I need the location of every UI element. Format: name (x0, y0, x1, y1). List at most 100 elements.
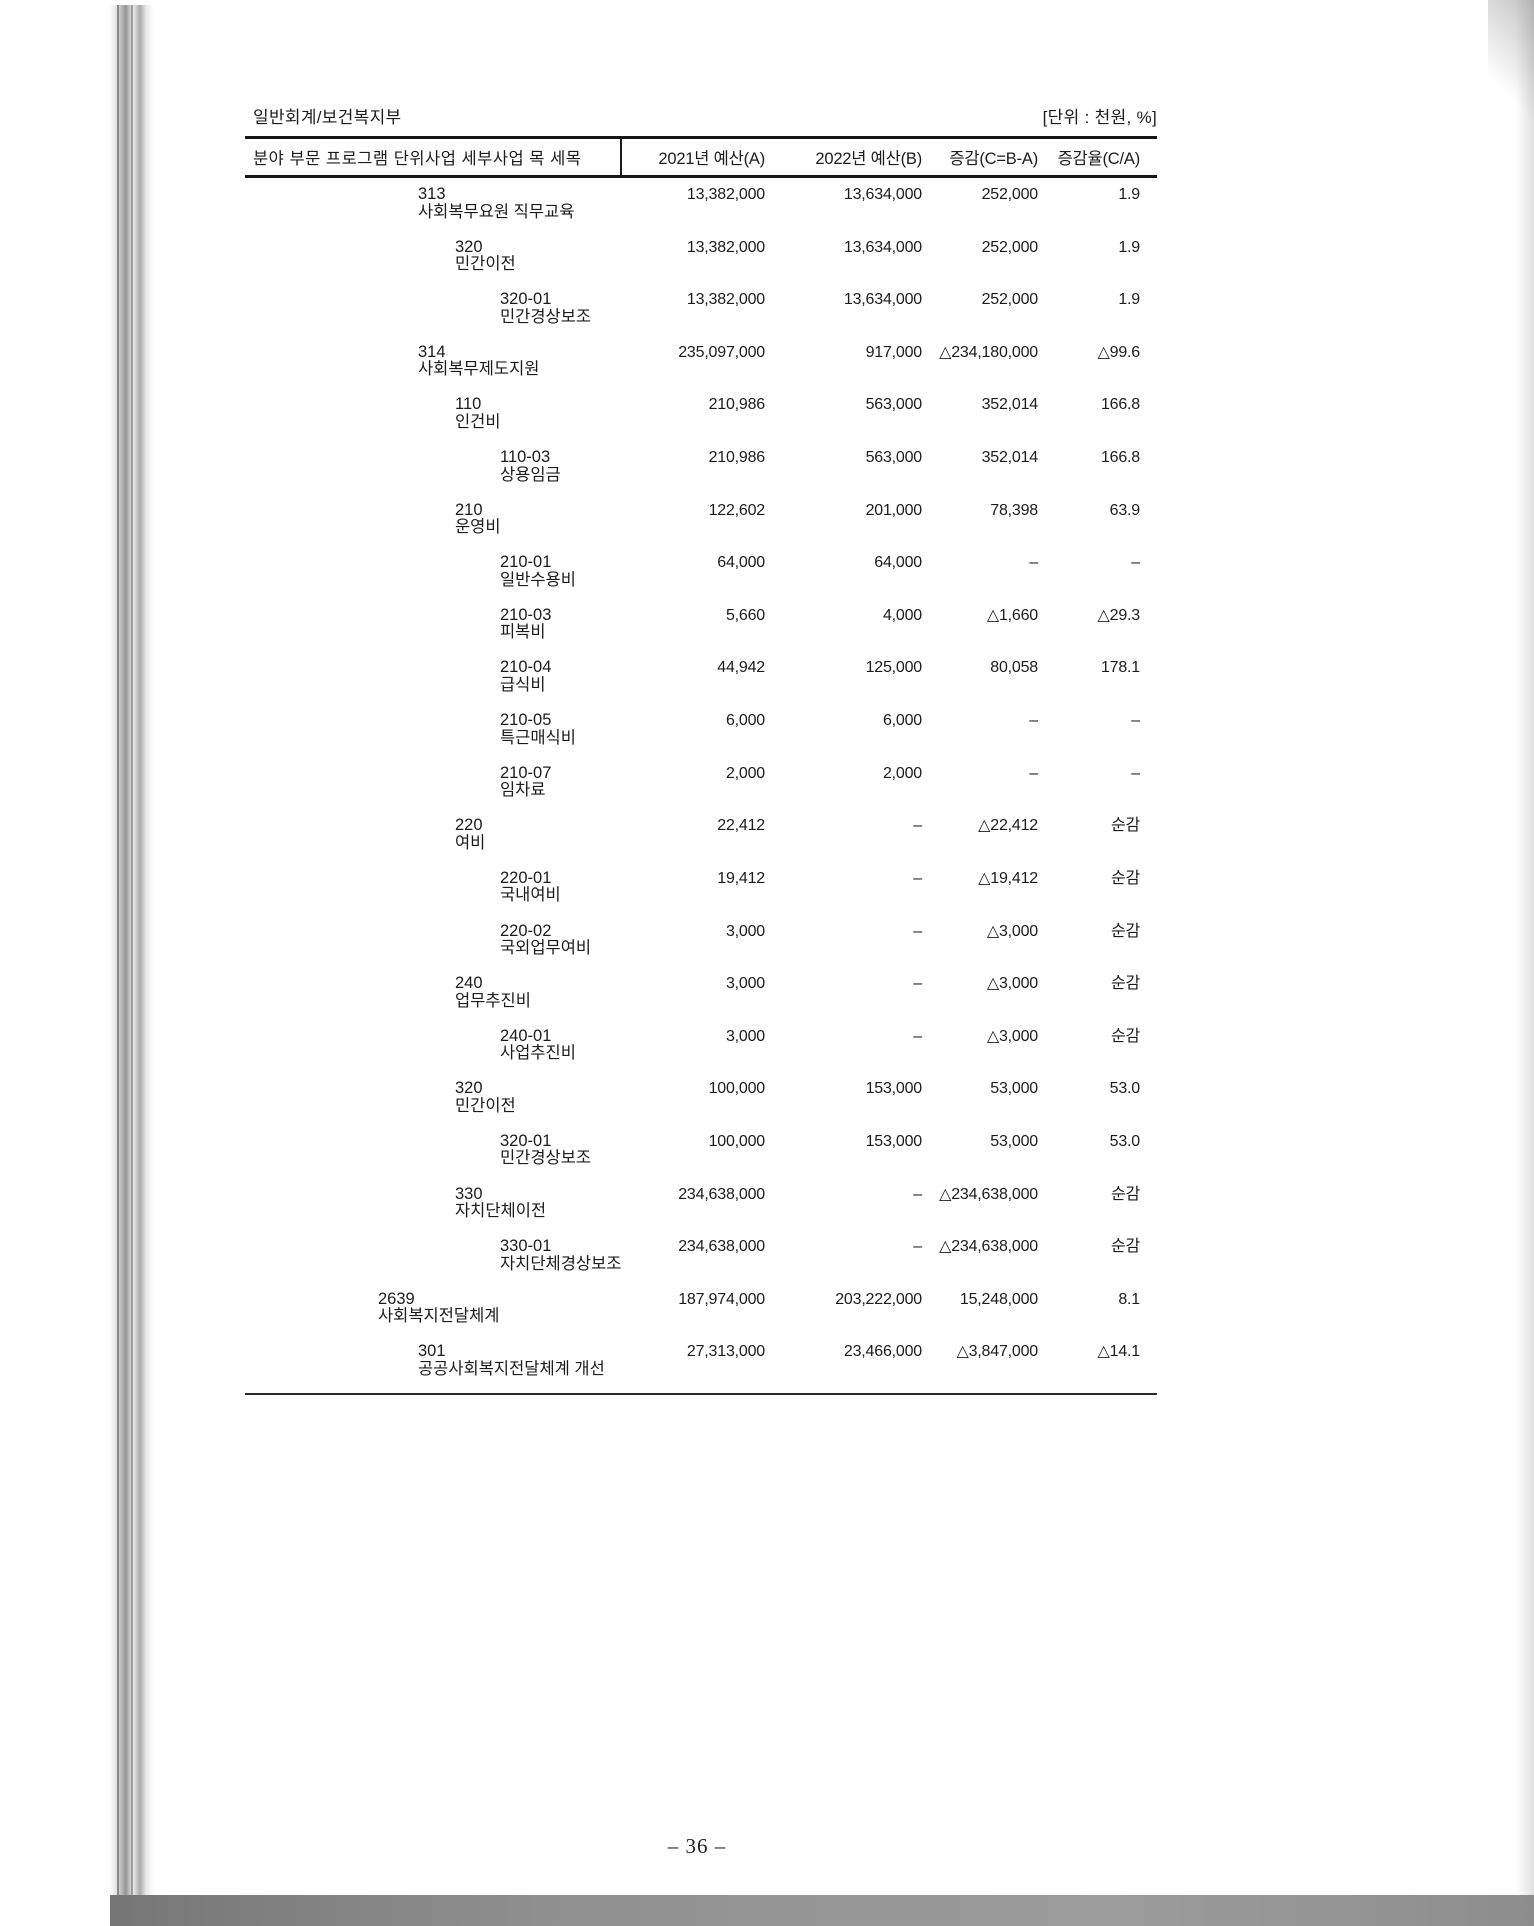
budget-2021-cell: 100,000 (708, 1080, 766, 1098)
change-column-header: 증감(C=B-A) (949, 150, 1038, 168)
budget-2022-cell: 203,222,000 (835, 1290, 922, 1308)
item-cell: 240 업무추진비 (245, 975, 620, 1010)
item-column-header: 분야 부문 프로그램 단위사업 세부사업 목 세목 (253, 150, 582, 168)
budget-2021-cell: 6,000 (725, 712, 765, 730)
item-code: 220 (455, 816, 483, 835)
item-code: 2639 (378, 1289, 415, 1308)
budget-2022-cell: 125,000 (865, 659, 923, 677)
item-code: 320-01 (500, 1131, 552, 1150)
table-row: 210-07 임차료 2,000 2,000 – – (245, 763, 1157, 818)
budget-2022-cell: 2,000 (882, 764, 922, 782)
budget-2021-cell: 3,000 (725, 975, 765, 993)
change-rate-cell: 1.9 (1118, 291, 1140, 309)
change-rate-column-header: 증감율(C/A) (1057, 150, 1141, 168)
table-row: 110 인건비 210,986 563,000 352,014 166.8 (245, 396, 1157, 449)
table-row: 220 여비 22,412 – △22,412 순감 (245, 817, 1157, 870)
item-code: 110 (455, 395, 482, 414)
change-rate-cell: 순감 (1110, 1238, 1140, 1256)
change-rate-cell: 순감 (1110, 922, 1140, 940)
budget-2021-cell: 44,942 (717, 659, 765, 677)
item-name: 민간이전 (455, 255, 516, 274)
item-code: 313 (418, 185, 446, 203)
item-name: 여비 (455, 833, 486, 852)
table-row: 220-02 국외업무여비 3,000 – △3,000 순감 (245, 922, 1157, 976)
budget-2021-cell: 27,313,000 (686, 1343, 765, 1361)
table-row: 2639 사회복지전달체계 187,974,000 203,222,000 15,248… (245, 1289, 1157, 1344)
change-cell: △3,000 (986, 1027, 1038, 1045)
budget-2021-cell: 13,382,000 (686, 291, 765, 309)
budget-2021-cell: 19,412 (717, 869, 765, 887)
table-row: 240 업무추진비 3,000 – △3,000 순감 (245, 975, 1157, 1028)
table-row: 110-03 상용임금 210,986 563,000 352,014 166.8 (245, 449, 1157, 502)
budget-2021-cell: 210,986 (708, 449, 766, 467)
item-name: 민간이전 (455, 1096, 516, 1115)
item-code: 210 (455, 500, 483, 519)
budget-2021-cell: 13,382,000 (686, 238, 765, 256)
item-code: 301 (418, 1342, 446, 1361)
unit-label: [단위 : 천원, %] (1042, 108, 1157, 127)
change-rate-cell: 순감 (1110, 817, 1140, 835)
table-row: 220-01 국내여비 19,412 – △19,412 순감 (245, 868, 1157, 923)
item-name: 국내여비 (500, 886, 561, 905)
item-name: 특근매식비 (500, 728, 576, 747)
change-rate-cell: – (1131, 554, 1140, 572)
budget-2022-cell: – (913, 1185, 922, 1203)
change-cell: 252,000 (981, 291, 1039, 309)
item-code: 320 (455, 237, 483, 256)
item-cell: 330 자치단체이전 (245, 1185, 620, 1221)
change-rate-cell: 178.1 (1100, 659, 1140, 677)
change-rate-cell: △99.6 (1097, 343, 1141, 361)
budget-2021-cell: 234,638,000 (678, 1238, 765, 1256)
budget-2022-cell: 13,634,000 (843, 186, 922, 203)
table-bottom-rule (245, 1393, 1157, 1395)
change-rate-cell: 순감 (1110, 1185, 1140, 1203)
change-rate-cell: 1.9 (1118, 238, 1140, 256)
budget-2022-cell: – (913, 869, 922, 887)
scan-corner-shade (1488, 0, 1534, 150)
table-row: 301 공공사회복지전달체계 개선 27,313,000 23,466,000 △3,8… (245, 1343, 1157, 1396)
budget-2022-cell: 4,000 (882, 606, 922, 624)
header-divider-line (620, 139, 622, 175)
table-row: 210-01 일반수용비 64,000 64,000 – – (245, 554, 1157, 607)
item-cell: 320-01 민간경상보조 (245, 1131, 620, 1168)
item-name: 일반수용비 (500, 570, 576, 589)
item-code: 210-07 (500, 763, 552, 782)
change-cell: – (1029, 764, 1038, 782)
change-cell: △3,000 (986, 975, 1038, 993)
item-name: 임차료 (500, 781, 546, 800)
item-name: 민간경상보조 (500, 307, 592, 326)
change-rate-cell: – (1131, 764, 1140, 782)
item-code: 320-01 (500, 290, 552, 309)
item-cell: 2639 사회복지전달체계 (245, 1289, 620, 1326)
item-cell: 210-04 급식비 (245, 659, 620, 694)
item-name: 인건비 (455, 412, 501, 431)
change-cell: 80,058 (990, 659, 1038, 677)
budget-2022-cell: – (913, 817, 922, 835)
item-code: 240 (455, 974, 483, 993)
change-cell: △234,638,000 (939, 1185, 1038, 1203)
scan-right-edge (1516, 0, 1534, 1895)
change-rate-cell: 166.8 (1100, 449, 1140, 467)
table-meta-row: 일반회계/보건복지부 [단위 : 천원, %] (245, 103, 1157, 128)
item-code: 220-01 (500, 868, 552, 887)
change-rate-cell: 63.9 (1109, 501, 1141, 519)
item-cell: 320-01 민간경상보조 (245, 291, 620, 326)
page-stack-edge (110, 5, 154, 1895)
change-cell: △3,000 (986, 922, 1038, 940)
item-cell: 220-01 국내여비 (245, 868, 620, 905)
budget-2022-cell: 64,000 (874, 554, 922, 572)
item-name: 사회복지전달체계 (378, 1307, 500, 1326)
budget-2022-cell: 201,000 (865, 501, 923, 519)
table-row: 320 민간이전 100,000 153,000 53,000 53.0 (245, 1080, 1157, 1133)
change-cell: 15,248,000 (959, 1290, 1038, 1308)
item-cell: 330-01 자치단체경상보조 (245, 1238, 621, 1273)
item-name: 상용임금 (500, 465, 561, 484)
change-rate-cell: 8.1 (1118, 1290, 1140, 1308)
table-row: 314 사회복무제도지원 235,097,000 917,000 △234,180,00… (245, 343, 1157, 397)
item-name: 국외업무여비 (500, 939, 592, 958)
change-cell: △22,412 (978, 817, 1038, 835)
change-cell: △234,180,000 (939, 343, 1038, 361)
item-code: 210-04 (500, 658, 552, 677)
change-cell: 352,014 (981, 449, 1039, 467)
